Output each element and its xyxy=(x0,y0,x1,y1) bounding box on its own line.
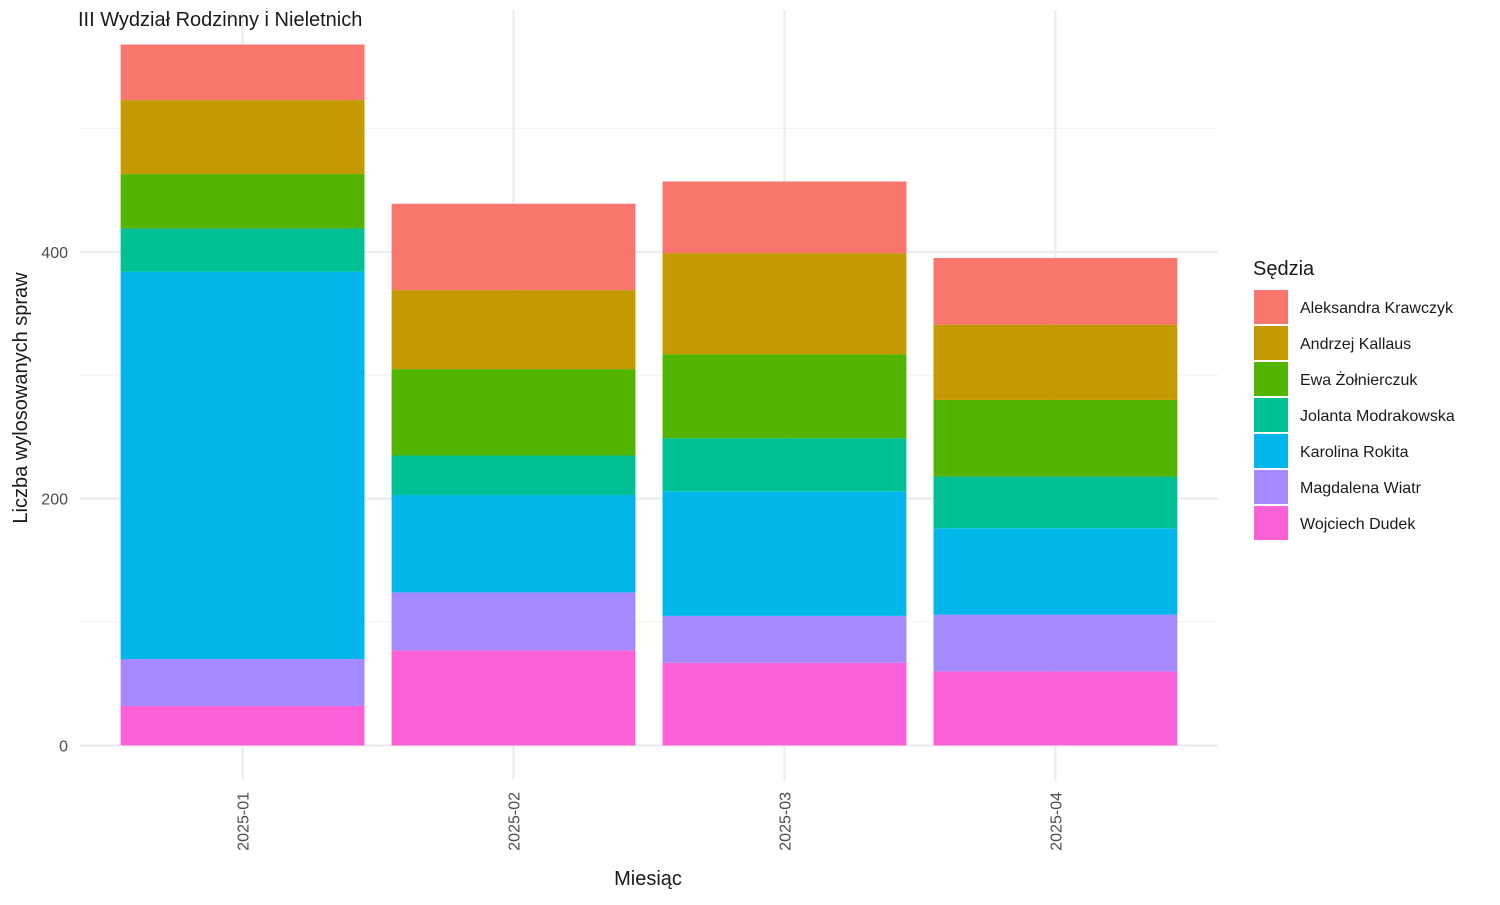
bar-segment xyxy=(391,494,636,593)
bar-segment xyxy=(662,181,907,254)
bar-segment xyxy=(933,324,1178,400)
bar-segment xyxy=(662,662,907,746)
bar-segment xyxy=(933,528,1178,615)
legend-label: Ewa Żołnierczuk xyxy=(1300,370,1418,389)
legend-label: Karolina Rokita xyxy=(1300,444,1409,461)
bar-segment xyxy=(662,354,907,439)
legend-label: Wojciech Dudek xyxy=(1300,516,1416,533)
legend-key xyxy=(1254,362,1288,396)
bars xyxy=(120,44,1178,746)
legend-label: Magdalena Wiatr xyxy=(1300,480,1422,497)
y-axis-ticks: 0 200 400 xyxy=(41,245,68,756)
y-tick-label: 0 xyxy=(59,738,68,755)
x-tick-label: 2025-01 xyxy=(236,792,253,851)
bar-segment xyxy=(120,228,365,272)
x-tick-label: 2025-02 xyxy=(507,792,524,851)
legend-title: Sędzia xyxy=(1253,258,1315,280)
bar-segment xyxy=(391,290,636,370)
x-axis-title: Miesiąc xyxy=(614,868,682,890)
legend-key xyxy=(1254,506,1288,540)
bar-segment xyxy=(120,659,365,706)
bar-segment xyxy=(120,100,365,175)
y-tick-label: 400 xyxy=(41,245,68,262)
bar-segment xyxy=(933,399,1178,477)
bar-segment xyxy=(120,705,365,746)
legend-key xyxy=(1254,398,1288,432)
legend-key xyxy=(1254,290,1288,324)
bar-segment xyxy=(933,614,1178,672)
bar-segment xyxy=(933,258,1178,325)
bar-segment xyxy=(391,650,636,746)
bar-segment xyxy=(662,491,907,616)
chart-title: III Wydział Rodzinny i Nieletnich xyxy=(78,9,362,31)
legend-key xyxy=(1254,434,1288,468)
bar-segment xyxy=(391,369,636,456)
bar-segment xyxy=(662,615,907,663)
legend-label: Andrzej Kallaus xyxy=(1300,336,1411,353)
legend-key xyxy=(1254,470,1288,504)
bar-segment xyxy=(120,271,365,660)
legend-label: Jolanta Modrakowska xyxy=(1300,408,1455,425)
bar-segment xyxy=(662,253,907,355)
bar-segment xyxy=(391,203,636,291)
bar-segment xyxy=(933,671,1178,746)
y-tick-label: 200 xyxy=(41,492,68,509)
legend: Sędzia Aleksandra Krawczyk Andrzej Kallau… xyxy=(1253,258,1455,540)
x-tick-label: 2025-04 xyxy=(1048,792,1065,851)
x-tick-label: 2025-03 xyxy=(777,792,794,851)
bar-segment xyxy=(933,476,1178,529)
bar-segment xyxy=(391,592,636,651)
legend-label: Aleksandra Krawczyk xyxy=(1300,300,1454,317)
bar-segment xyxy=(391,455,636,495)
legend-key xyxy=(1254,326,1288,360)
bar-segment xyxy=(120,174,365,229)
bar-segment xyxy=(120,44,365,101)
x-axis-ticks: 2025-01 2025-02 2025-03 2025-04 xyxy=(236,792,1066,851)
bar-segment xyxy=(662,438,907,492)
y-axis-title: Liczba wylosowanych spraw xyxy=(10,272,32,524)
